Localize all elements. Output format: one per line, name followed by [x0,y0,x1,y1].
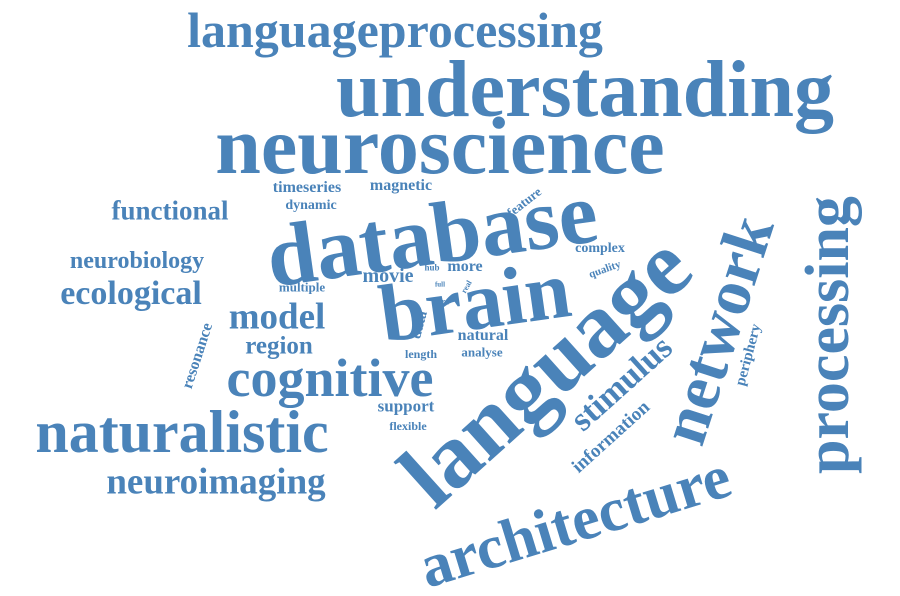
word-naturalistic: naturalistic [35,399,329,465]
word-network: network [646,206,789,453]
word-movie: movie [362,265,414,287]
word-understanding: understanding [336,46,834,134]
word-length: length [404,347,438,361]
word-timeseries: timeseries [272,179,342,196]
word-dynamic: dynamic [285,198,337,213]
word-model: model [228,296,326,338]
word-flexible: flexible [389,419,427,433]
word-more: more [447,258,483,275]
word-complex: complex [575,241,625,256]
word-analyse: analyse [461,344,503,360]
word-neurobiology: neurobiology [69,248,205,274]
word-resonance: resonance [178,320,217,391]
word-full: full [434,280,446,289]
word-core: core [432,296,450,307]
word-neuroimaging: neuroimaging [106,461,326,503]
word-cognitive: cognitive [226,348,434,408]
word-multiple: multiple [278,279,326,295]
word-processing: processing [794,196,862,474]
word-ecological: ecological [60,275,202,312]
word-natural: natural [457,327,509,344]
word-neuroscience: neuroscience [215,100,665,191]
word-support: support [377,396,435,416]
word-functional: functional [111,195,229,226]
word-region: region [245,332,313,360]
word-hub: hub [424,262,440,273]
word-magnetic: magnetic [369,177,433,194]
word-languageprocessing: languageprocessing [187,2,603,58]
